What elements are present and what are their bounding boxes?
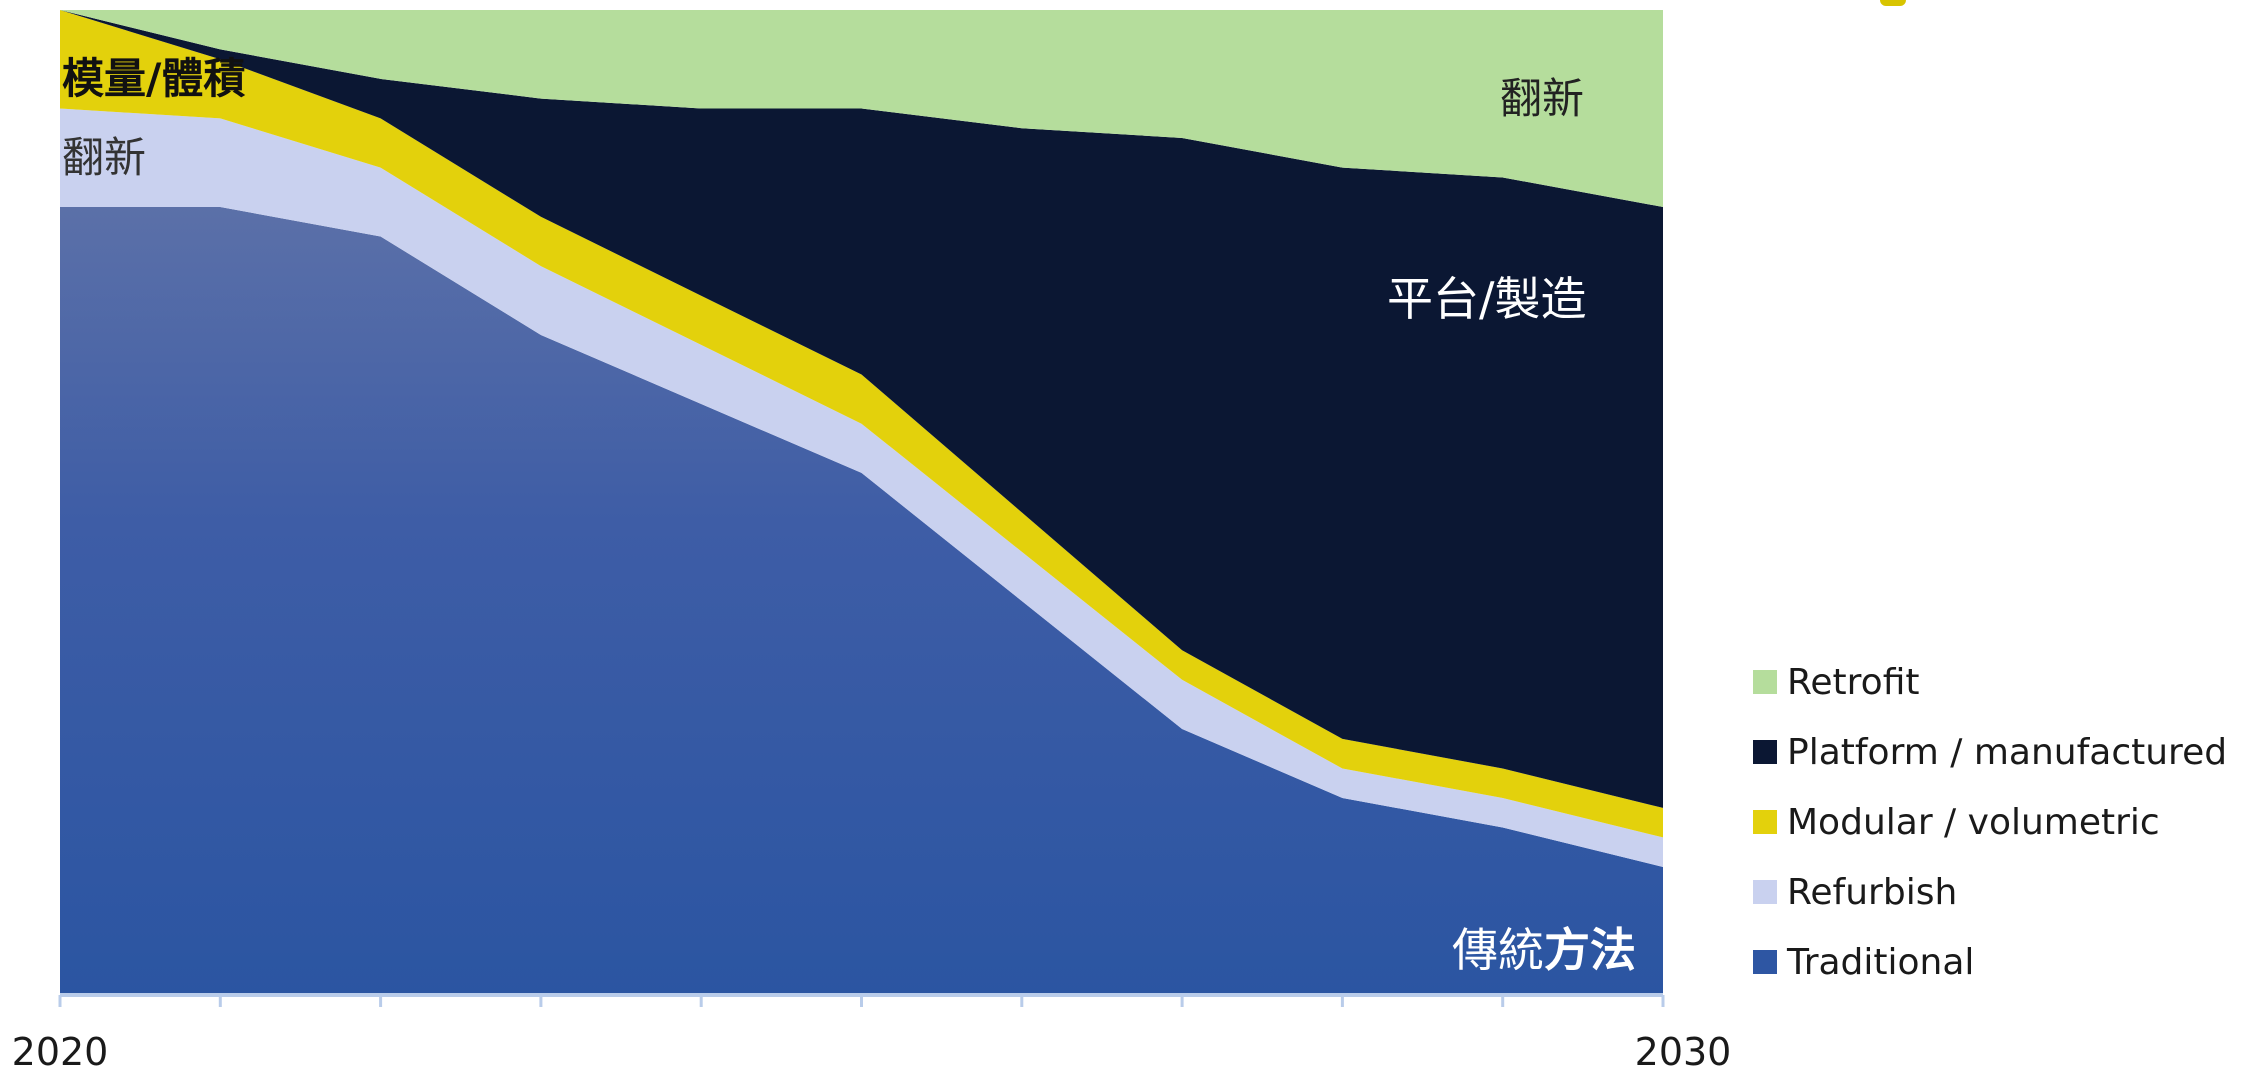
area-platform-manufactured (60, 10, 1663, 808)
area-retrofit (60, 10, 1663, 207)
annotation-traditional-regular: 傳統 (1452, 923, 1544, 977)
legend-item-platform-manufactured: Platform / manufactured (1753, 717, 2227, 787)
x-tick-label-start: 2020 (12, 1030, 109, 1073)
legend-swatch (1753, 740, 1777, 764)
legend-label: Traditional (1787, 941, 1975, 983)
legend-item-traditional: Traditional (1753, 927, 2227, 997)
legend-swatch (1753, 670, 1777, 694)
legend-label: Refurbish (1787, 871, 1958, 913)
area-traditional (60, 207, 1663, 995)
legend-item-refurbish: Refurbish (1753, 857, 2227, 927)
legend-swatch (1753, 810, 1777, 834)
corner-logo-mark (1880, 0, 1906, 6)
legend-item-retrofit: Retrofit (1753, 647, 2227, 717)
legend-item-modular-volumetric: Modular / volumetric (1753, 787, 2227, 857)
chart-legend: Retrofit Platform / manufactured Modular /… (1753, 647, 2227, 997)
annotation-refurbish: 翻新 (62, 133, 146, 182)
annotation-modular-volumetric: 模量/體積 (62, 54, 245, 103)
annotation-traditional: 傳統方法 (1452, 923, 1636, 977)
legend-label: Modular / volumetric (1787, 801, 2160, 843)
annotation-traditional-bold: 方法 (1544, 923, 1636, 977)
annotation-platform-manufactured: 平台/製造 (1387, 272, 1587, 326)
legend-label: Retrofit (1787, 661, 1920, 703)
legend-swatch (1753, 950, 1777, 974)
x-tick-label-end: 2030 (1635, 1030, 1732, 1073)
area-refurbish (60, 108, 1663, 867)
annotation-retrofit: 翻新 (1500, 74, 1584, 123)
legend-swatch (1753, 880, 1777, 904)
legend-label: Platform / manufactured (1787, 731, 2228, 773)
area-modular-volumetric (60, 10, 1663, 838)
